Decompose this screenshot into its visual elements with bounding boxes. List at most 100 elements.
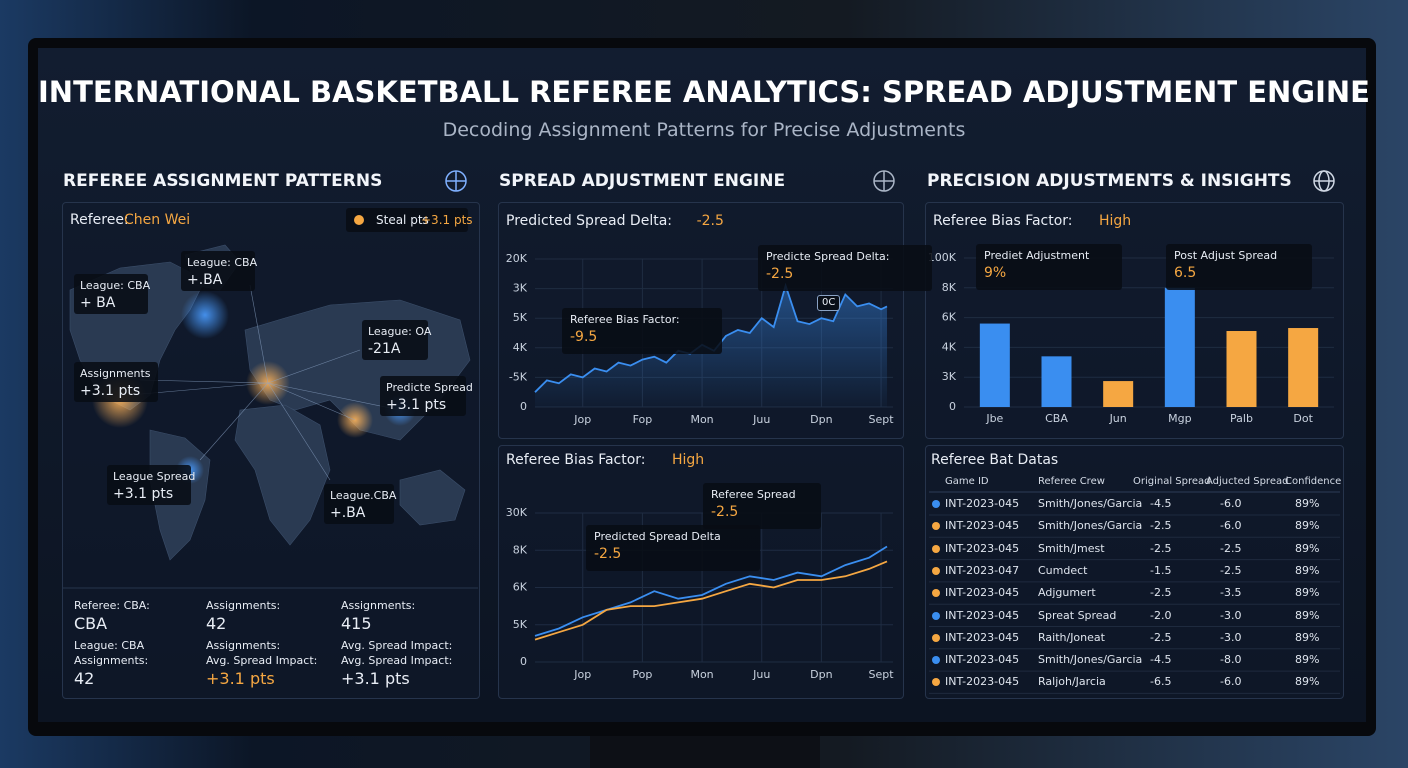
table-cell: -2.5 bbox=[1150, 586, 1172, 600]
x-tick-label: Juu bbox=[752, 668, 770, 681]
annotation-label: Predicted Spread Delta bbox=[594, 530, 721, 543]
map-links bbox=[129, 284, 401, 481]
annotation-label: Referee Bias Factor: bbox=[570, 313, 680, 326]
map-callout: League: OA -21A bbox=[362, 320, 432, 360]
table-cell: INT-2023-045 bbox=[945, 608, 1020, 622]
table-cell: -3.0 bbox=[1220, 608, 1242, 622]
x-tick-label: Dpn bbox=[810, 668, 832, 681]
table-cell: -2.5 bbox=[1150, 541, 1172, 555]
chart-title: Predicted Spread Delta: bbox=[506, 213, 672, 229]
callout-value: + BA bbox=[80, 295, 116, 311]
section-title: PRECISION ADJUSTMENTS & INSIGHTS bbox=[927, 171, 1292, 191]
table-panel bbox=[925, 445, 1344, 699]
x-tick-label: Fop bbox=[633, 413, 653, 426]
referee-name: Chen Wei bbox=[124, 212, 191, 228]
table-cell: INT-2023-045 bbox=[945, 586, 1020, 600]
referee-label: Referee: bbox=[70, 212, 129, 228]
x-tick-label: Sept bbox=[869, 413, 895, 426]
annotation-value: 9% bbox=[984, 265, 1007, 281]
y-tick-label: 4K bbox=[513, 341, 528, 354]
y-tick-label: 20K bbox=[506, 252, 528, 265]
section-title: REFEREE ASSIGNMENT PATTERNS bbox=[63, 171, 383, 191]
stat-text: Assignments: bbox=[206, 639, 281, 652]
row-dot bbox=[932, 678, 940, 687]
map-callout: League: CBA +.BA bbox=[181, 251, 257, 291]
table-cell: Smith/Jones/Garcia bbox=[1038, 497, 1143, 510]
table-header: Original Spread bbox=[1133, 476, 1211, 487]
annotation-value: 6.5 bbox=[1174, 265, 1197, 281]
table-cell: Smith/Jmest bbox=[1038, 541, 1105, 555]
y-tick-label: 8K bbox=[513, 543, 528, 556]
line-area bbox=[535, 285, 888, 407]
table-cell: INT-2023-045 bbox=[945, 630, 1020, 644]
annotation: Predicted Spread Delta -2.5 bbox=[586, 525, 760, 571]
stat-text: Referee: CBA: bbox=[74, 599, 150, 612]
table-cell: -3.5 bbox=[1220, 586, 1242, 600]
table-cell: 89% bbox=[1295, 541, 1320, 555]
bar bbox=[979, 323, 1010, 407]
callout-label: League Spread bbox=[113, 470, 196, 483]
row-dot bbox=[932, 611, 940, 620]
callout-value: -21A bbox=[368, 341, 401, 357]
table-cell: 89% bbox=[1295, 608, 1320, 622]
row-dot bbox=[932, 566, 940, 575]
y-tick-label: 0 bbox=[520, 400, 527, 413]
callout-value: +.BA bbox=[187, 272, 223, 288]
table-cell: INT-2023-045 bbox=[945, 675, 1020, 689]
bar bbox=[1226, 331, 1257, 407]
table-cell: 89% bbox=[1295, 497, 1320, 510]
x-tick-label: Dot bbox=[1293, 412, 1313, 425]
x-tick-label: Jop bbox=[573, 668, 591, 681]
map-callout: Predicte Spread +3.1 pts bbox=[380, 376, 473, 416]
row-dot bbox=[932, 633, 940, 642]
y-tick-label: 6K bbox=[513, 581, 528, 594]
y-tick-label: 5K bbox=[513, 618, 528, 631]
badge-label: Steal pts bbox=[376, 213, 429, 227]
stat-text: Assignments: bbox=[206, 599, 281, 612]
table-cell: 89% bbox=[1295, 653, 1320, 667]
table-cell: 89% bbox=[1295, 675, 1320, 689]
table-header: Adjucted Spread bbox=[1206, 476, 1289, 487]
chart-title-value: High bbox=[672, 452, 705, 468]
y-tick-label: 6K bbox=[942, 311, 957, 324]
row-dot bbox=[932, 500, 940, 508]
x-tick-label: Mgp bbox=[1168, 412, 1191, 425]
x-tick-label: Sept bbox=[869, 668, 895, 681]
x-tick-label: Palb bbox=[1230, 412, 1253, 425]
table-cell: -8.0 bbox=[1220, 653, 1242, 667]
table-cell: -2.5 bbox=[1220, 541, 1242, 555]
line-series bbox=[534, 545, 888, 637]
bar bbox=[1103, 381, 1134, 407]
stat-text: CBA bbox=[74, 614, 108, 633]
x-tick-label: Mon bbox=[690, 413, 713, 426]
y-tick-label: 8K bbox=[942, 281, 957, 294]
table-cell: Smith/Jones/Garcia bbox=[1038, 653, 1143, 667]
table-header: Confidence bbox=[1285, 476, 1342, 487]
stat-text: Assignments: bbox=[341, 599, 416, 612]
x-tick-label: Jun bbox=[1109, 412, 1127, 425]
x-tick-label: Pop bbox=[632, 668, 652, 681]
y-tick-label: 30K bbox=[506, 506, 528, 519]
bar bbox=[1288, 328, 1319, 407]
table-cell: -6.0 bbox=[1220, 519, 1242, 533]
x-tick-label: Juu bbox=[752, 413, 770, 426]
table-cell: -6.0 bbox=[1220, 675, 1242, 689]
bar bbox=[1041, 356, 1072, 407]
x-tick-label: Dpn bbox=[810, 413, 832, 426]
stat-text: 415 bbox=[341, 614, 372, 633]
callout-label: League: CBA bbox=[80, 279, 151, 292]
row-dot bbox=[932, 589, 940, 598]
y-tick-label: 100K bbox=[928, 251, 957, 264]
annotation-label: 0C bbox=[822, 297, 836, 308]
table-cell: 89% bbox=[1295, 586, 1320, 600]
badge-icon bbox=[354, 215, 364, 225]
table-cell: -2.5 bbox=[1150, 630, 1172, 644]
callout-label: League: OA bbox=[368, 325, 432, 338]
page-title: INTERNATIONAL BASKETBALL REFEREE ANALYTI… bbox=[38, 75, 1370, 109]
table-cell: 89% bbox=[1295, 630, 1320, 644]
annotation-value: -9.5 bbox=[570, 329, 598, 345]
section-title: SPREAD ADJUSTMENT ENGINE bbox=[499, 171, 786, 191]
table-cell: -2.5 bbox=[1220, 563, 1242, 577]
table-cell: INT-2023-045 bbox=[945, 541, 1020, 555]
